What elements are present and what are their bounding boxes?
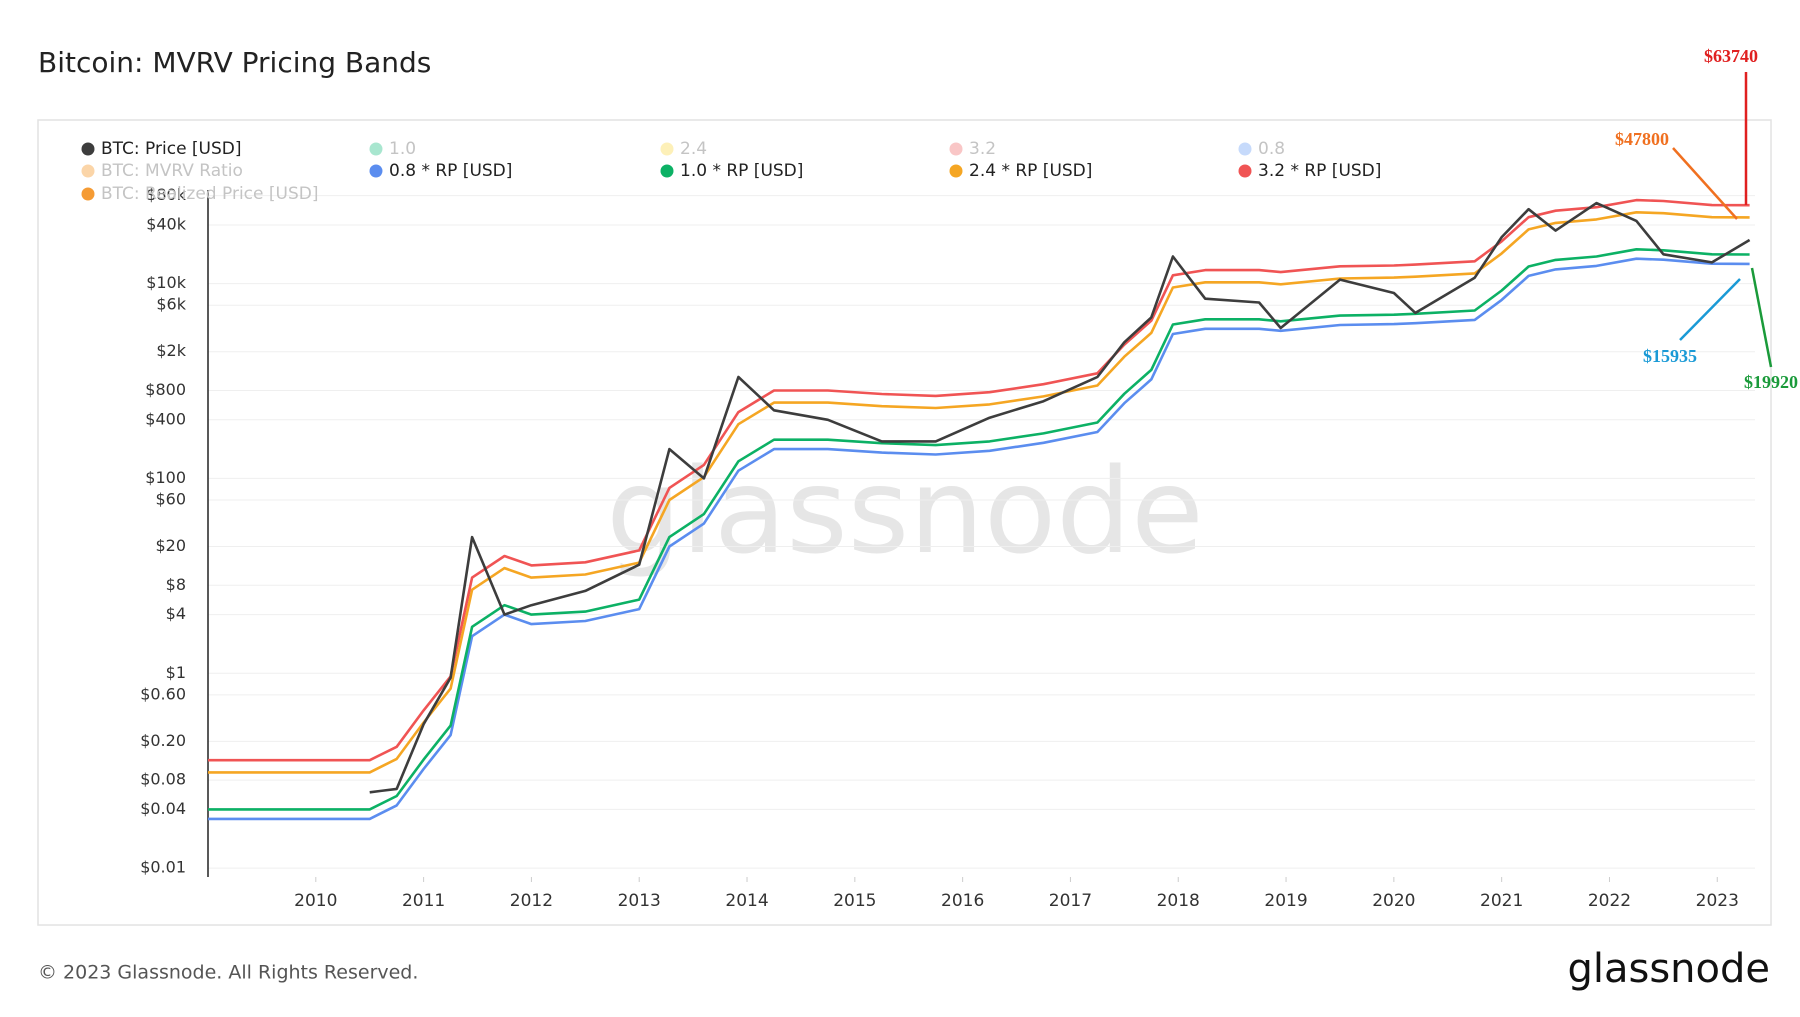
- y-tick-label: $0.04: [140, 799, 186, 818]
- series-line: [208, 248, 1750, 811]
- x-tick-label: 2021: [1480, 891, 1523, 911]
- y-tick-label: $100: [145, 468, 186, 487]
- legend-item[interactable]: 0.8 * RP [USD]: [369, 161, 513, 181]
- y-tick-label: $8: [166, 575, 186, 594]
- y-tick-label: $6k: [156, 295, 186, 314]
- x-tick-label: 2020: [1372, 891, 1415, 911]
- annotation: $63740: [1704, 46, 1758, 66]
- legend-item[interactable]: BTC: Price [USD]: [81, 139, 242, 159]
- plot-frame: [37, 119, 1772, 926]
- logo: glassnode: [1567, 946, 1770, 992]
- annotation-arrow: [1750, 267, 1773, 368]
- chart-title: Bitcoin: MVRV Pricing Bands: [38, 46, 431, 79]
- legend-label: BTC: Price [USD]: [101, 139, 242, 159]
- legend-swatch: [1238, 142, 1252, 156]
- annotation-arrow: [1672, 147, 1738, 220]
- y-tick-label: $0.01: [140, 858, 186, 877]
- x-tick-label: 2016: [941, 891, 984, 911]
- series-line: [208, 211, 1750, 774]
- legend-label: BTC: MVRV Ratio: [101, 161, 243, 181]
- y-tick-label: $20: [155, 536, 186, 555]
- y-tick-label: $400: [145, 409, 186, 428]
- legend-item[interactable]: 2.4 * RP [USD]: [949, 161, 1093, 181]
- legend-label: 1.0: [389, 139, 416, 159]
- series-line: [208, 257, 1750, 821]
- series-line: [208, 198, 1750, 762]
- y-tick-label: $0.08: [140, 770, 186, 789]
- legend-item[interactable]: 0.8: [1238, 139, 1286, 159]
- y-tick-label: $80k: [146, 185, 187, 204]
- legend-label: 1.0 * RP [USD]: [680, 161, 803, 181]
- legend-item[interactable]: 3.2: [949, 139, 997, 159]
- legend-swatch: [949, 164, 963, 178]
- legend-swatch: [660, 142, 674, 156]
- x-tick-label: 2012: [510, 891, 553, 911]
- x-tick-label: 2014: [725, 891, 768, 911]
- legend-item[interactable]: BTC: Realized Price [USD]: [81, 184, 319, 204]
- x-tick-label: 2017: [1049, 891, 1092, 911]
- watermark: glassnode: [606, 442, 1203, 580]
- x-tick-label: 2023: [1696, 891, 1739, 911]
- legend-label: 3.2 * RP [USD]: [1258, 161, 1381, 181]
- legend-swatch: [1238, 164, 1252, 178]
- legend-item[interactable]: 3.2 * RP [USD]: [1238, 161, 1382, 181]
- x-tick-label: 2019: [1264, 891, 1307, 911]
- x-tick-label: 2022: [1588, 891, 1631, 911]
- legend-label: 0.8 * RP [USD]: [389, 161, 512, 181]
- legend-swatch: [660, 164, 674, 178]
- legend-swatch: [949, 142, 963, 156]
- legend-label: 0.8: [1258, 139, 1285, 159]
- x-tick-label: 2011: [402, 891, 445, 911]
- legend-label: 2.4: [680, 139, 707, 159]
- legend-label: 3.2: [969, 139, 996, 159]
- legend-swatch: [369, 142, 383, 156]
- y-tick-label: $1: [166, 663, 186, 682]
- y-tick-label: $60: [155, 490, 186, 509]
- annotation-arrow: [1679, 278, 1741, 341]
- annotation: $19920: [1744, 372, 1798, 392]
- legend-swatch: [81, 164, 95, 178]
- y-tick-label: $0.60: [140, 684, 186, 703]
- legend-label: 2.4 * RP [USD]: [969, 161, 1092, 181]
- legend-swatch: [369, 164, 383, 178]
- legend-item[interactable]: 2.4: [660, 139, 708, 159]
- y-tick-label: $0.20: [140, 731, 186, 750]
- legend-item[interactable]: 1.0: [369, 139, 417, 159]
- legend-swatch: [81, 142, 95, 156]
- x-tick-label: 2010: [294, 891, 337, 911]
- y-tick-label: $4: [166, 604, 186, 623]
- legend-swatch: [81, 187, 95, 201]
- legend-label: BTC: Realized Price [USD]: [101, 184, 318, 204]
- y-tick-label: $10k: [146, 273, 187, 292]
- footer: © 2023 Glassnode. All Rights Reserved.: [38, 962, 418, 984]
- series-line: [369, 201, 1751, 794]
- x-tick-label: 2013: [618, 891, 661, 911]
- annotation: $15935: [1643, 346, 1697, 366]
- x-tick-label: 2018: [1157, 891, 1200, 911]
- y-tick-label: $2k: [156, 341, 186, 360]
- y-tick-label: $40k: [146, 214, 187, 233]
- legend-item[interactable]: BTC: MVRV Ratio: [81, 161, 243, 181]
- x-tick-label: 2015: [833, 891, 876, 911]
- legend-item[interactable]: 1.0 * RP [USD]: [660, 161, 804, 181]
- annotation: $47800: [1615, 129, 1669, 149]
- y-tick-label: $800: [145, 380, 186, 399]
